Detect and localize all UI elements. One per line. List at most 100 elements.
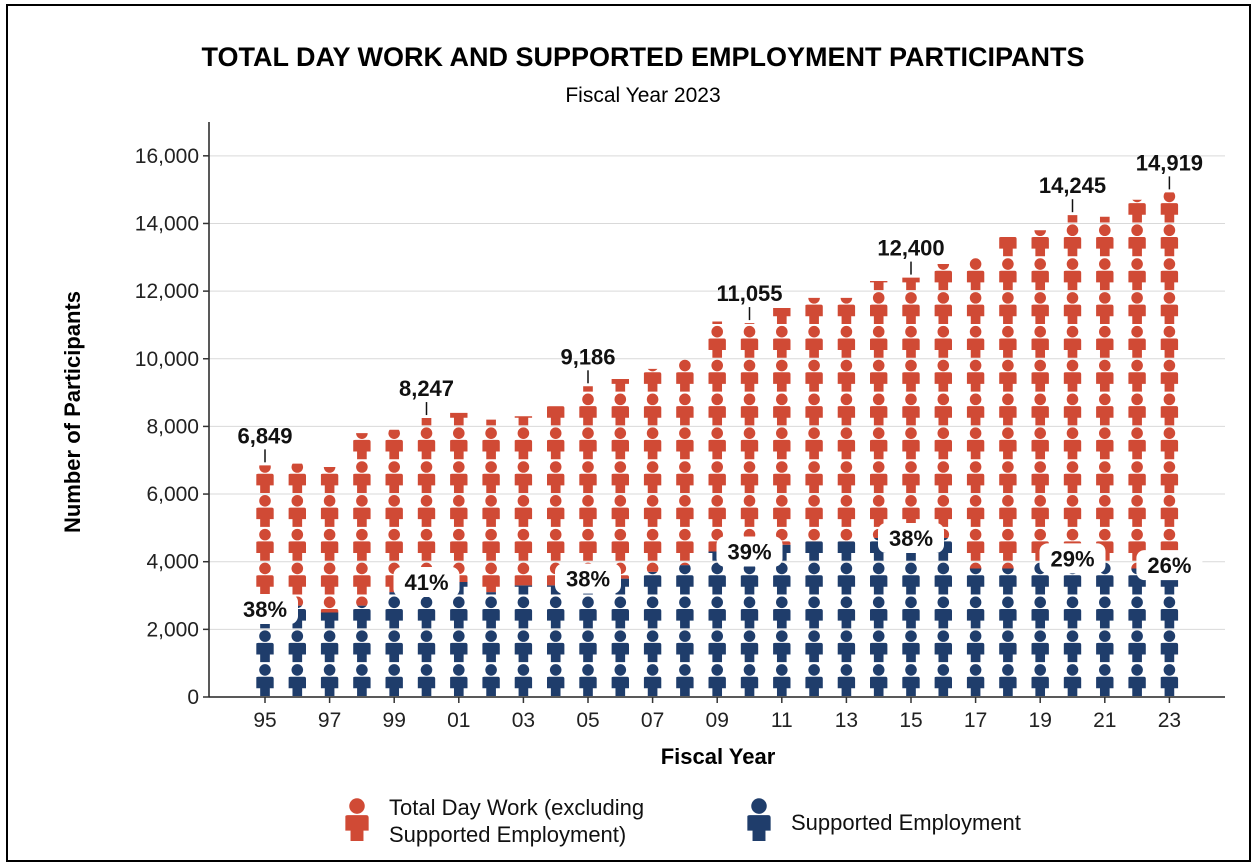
person-icon — [708, 461, 726, 494]
person-icon — [870, 359, 888, 392]
person-icon — [417, 664, 436, 696]
total-label: 12,400 — [877, 236, 944, 261]
person-icon — [256, 562, 274, 595]
x-tick-label: 09 — [706, 709, 729, 732]
person-icon — [643, 368, 662, 392]
person-icon — [320, 562, 339, 595]
person-icon — [1096, 630, 1114, 663]
person-icon — [288, 562, 306, 595]
person-icon — [870, 280, 888, 291]
person-icon — [902, 461, 920, 494]
person-icon — [1063, 664, 1082, 696]
bar-daywork-19 — [1031, 230, 1049, 561]
person-icon — [353, 433, 371, 460]
bars — [256, 192, 1179, 696]
person-icon — [1067, 215, 1078, 223]
person-icon — [870, 427, 888, 460]
person-icon — [902, 596, 920, 629]
person-icon — [740, 495, 759, 527]
person-icon — [966, 427, 985, 460]
person-icon — [450, 427, 468, 460]
x-tick-label: 17 — [964, 709, 987, 732]
person-icon — [676, 565, 694, 595]
person-icon — [870, 495, 888, 527]
person-icon — [934, 495, 952, 527]
person-icon — [256, 495, 274, 527]
person-icon — [1128, 258, 1146, 291]
person-icon — [773, 461, 791, 494]
person-icon — [902, 630, 920, 663]
person-icon — [676, 630, 694, 663]
person-icon — [773, 325, 791, 358]
person-icon — [643, 664, 662, 696]
person-icon — [482, 461, 500, 494]
person-icon — [1128, 199, 1146, 223]
person-icon — [712, 321, 723, 324]
person-icon — [805, 596, 823, 629]
percent-label: 26% — [1136, 550, 1203, 581]
person-icon — [482, 427, 500, 460]
person-icon — [837, 630, 856, 663]
bar-daywork-06 — [611, 379, 629, 579]
person-icon — [870, 461, 888, 494]
person-icon — [417, 528, 436, 561]
person-icon — [643, 427, 662, 460]
person-icon — [773, 359, 791, 392]
person-icon — [1031, 393, 1049, 426]
person-icon — [353, 562, 371, 595]
person-icon — [805, 664, 823, 696]
person-icon — [611, 664, 629, 696]
bar-supported-07 — [643, 571, 662, 696]
x-tick-label: 03 — [512, 709, 535, 732]
person-icon — [1063, 596, 1082, 629]
y-tick-label: 8,000 — [146, 415, 199, 438]
person-icon — [450, 528, 468, 561]
person-icon — [611, 630, 629, 663]
person-icon — [773, 664, 791, 696]
person-icon — [805, 562, 823, 595]
person-icon — [902, 393, 920, 426]
x-tick-label: 99 — [383, 709, 406, 732]
person-icon — [1128, 461, 1146, 494]
person-icon — [708, 630, 726, 663]
percent-label-text: 41% — [404, 570, 448, 595]
person-icon — [1031, 664, 1049, 696]
person-icon — [514, 562, 533, 586]
person-icon — [999, 393, 1017, 426]
total-label: 11,055 — [716, 281, 782, 306]
bar-supported-15 — [902, 538, 920, 696]
person-icon — [1096, 495, 1114, 527]
y-tick-label: 6,000 — [146, 483, 199, 506]
percent-label-text: 38% — [566, 567, 610, 592]
person-icon — [708, 359, 726, 392]
person-icon — [514, 416, 533, 426]
chart-subtitle: Fiscal Year 2023 — [565, 84, 720, 107]
bar-daywork-14 — [870, 280, 888, 539]
person-icon — [708, 325, 726, 358]
person-icon — [966, 461, 985, 494]
person-icon — [385, 528, 403, 561]
person-icon — [1160, 664, 1179, 696]
bar-supported-97 — [320, 612, 339, 696]
person-icon — [385, 630, 403, 663]
bar-daywork-15 — [902, 277, 920, 539]
person-icon — [708, 596, 726, 629]
person-icon — [934, 325, 952, 358]
bar-daywork-07 — [643, 368, 662, 572]
person-icon — [966, 325, 985, 358]
person-icon — [934, 292, 952, 324]
person-icon — [966, 292, 985, 324]
person-icon — [1096, 427, 1114, 460]
person-icon — [514, 427, 533, 460]
bar-daywork-21 — [1096, 216, 1114, 561]
percent-label-bg — [393, 567, 460, 597]
person-icon — [1128, 427, 1146, 460]
bar-supported-13 — [837, 541, 856, 696]
person-icon — [450, 664, 468, 696]
legend-item-supported: Supported Employment — [747, 798, 1021, 841]
person-icon — [1160, 596, 1179, 629]
bar-daywork-04 — [547, 406, 565, 586]
x-axis-title: Fiscal Year — [661, 744, 776, 769]
x-axis-ticks: 95 97 99 01 03 05 07 09 11 13 15 17 19 21 23 — [253, 697, 1181, 732]
person-icon — [417, 630, 436, 663]
